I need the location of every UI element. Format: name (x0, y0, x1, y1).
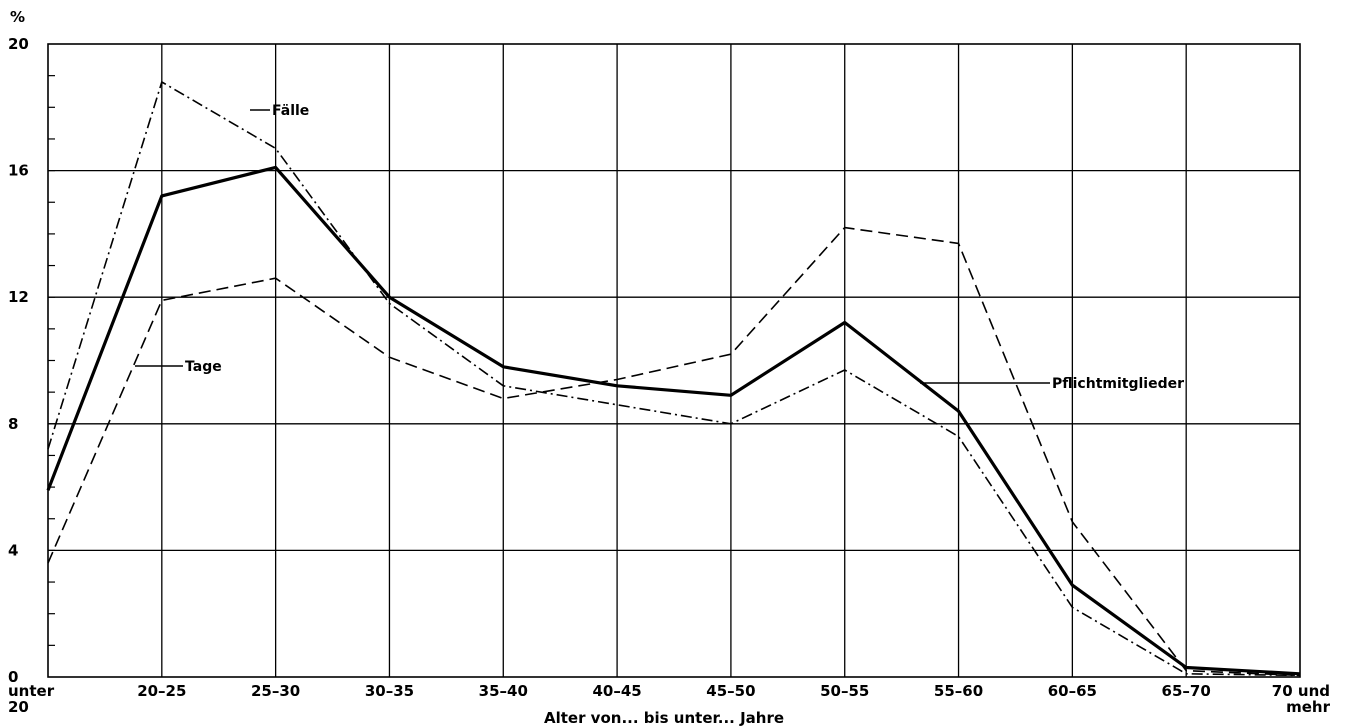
x-tick-label: 45–50 (706, 682, 755, 700)
x-tick-label: 40–45 (592, 682, 641, 700)
tage-label: Tage (185, 359, 222, 375)
y-tick-labels: 0 4 8 12 16 20 (8, 35, 29, 686)
y-tick-label: 8 (8, 415, 18, 433)
x-tick-label: 60–65 (1048, 682, 1097, 700)
series-line-tage (47, 226, 1301, 677)
y-tick-label: 20 (8, 35, 29, 53)
x-tick-label: 30–35 (365, 682, 414, 700)
plot-frame (47, 43, 1301, 678)
x-tick-label: unter 20 (8, 682, 55, 716)
y-axis-unit: % (10, 8, 25, 26)
series-line-pflichtmitglieder (46, 165, 1301, 676)
y-tick-label: 12 (8, 288, 29, 306)
x-tick-label: 55–60 (934, 682, 983, 700)
series-line-faelle (47, 81, 1301, 677)
x-tick-label: 65–70 (1162, 682, 1211, 700)
series-lines (46, 81, 1301, 677)
faelle-label: Fälle (272, 103, 309, 119)
grid (47, 43, 1301, 678)
x-tick-label: 25–30 (251, 682, 300, 700)
x-tick-label: 50–55 (820, 682, 869, 700)
pflichtmitglieder-label: Pflichtmitglieder (1052, 376, 1184, 392)
x-tick-label: 70 und mehr (1272, 682, 1331, 716)
x-axis-title: Alter von... bis unter... Jahre (544, 709, 784, 727)
x-tick-label: 35–40 (479, 682, 528, 700)
series-labels: Fälle Tage Pflichtmitglieder (135, 103, 1184, 392)
y-tick-label: 0 (8, 668, 18, 686)
x-tick-label: 20–25 (137, 682, 186, 700)
y-tick-label: 4 (8, 541, 18, 559)
y-tick-label: 16 (8, 162, 29, 180)
x-tick-labels: unter 20 20–25 25–30 30–35 35–40 40–45 45–50 50–… (8, 682, 1331, 716)
